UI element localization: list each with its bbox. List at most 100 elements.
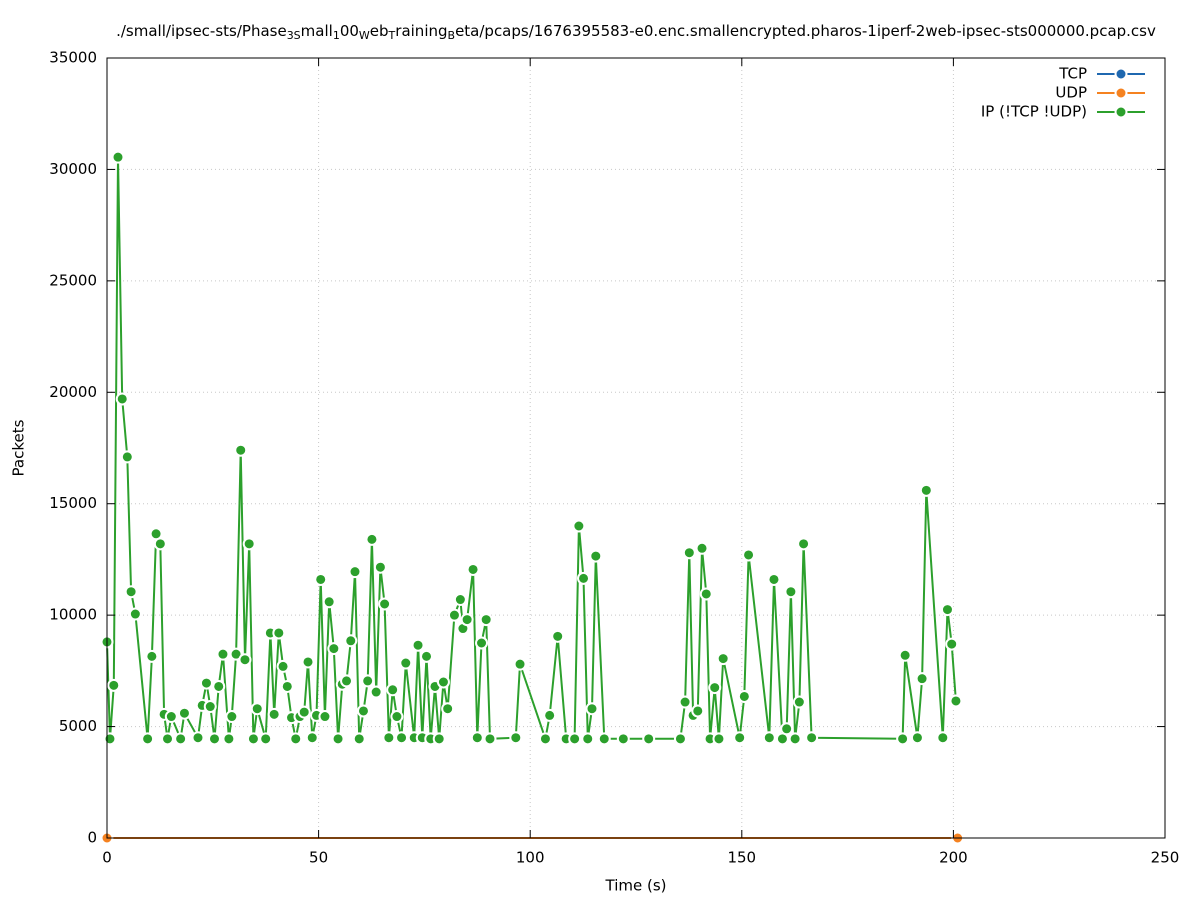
data-point (915, 672, 929, 686)
data-point (229, 647, 243, 661)
data-point (936, 731, 950, 745)
data-point (369, 685, 383, 699)
data-point (340, 674, 354, 688)
data-point (399, 656, 413, 670)
data-point (475, 636, 489, 650)
data-point (365, 532, 379, 546)
plot-area (100, 57, 1166, 845)
data-point (470, 731, 484, 745)
data-point (597, 732, 611, 746)
x-axis-label: Time (s) (605, 877, 667, 895)
legend-label: TCP (1058, 65, 1087, 83)
data-point (199, 676, 213, 690)
data-point (242, 537, 256, 551)
x-tick-label: 100 (516, 849, 545, 867)
data-point (460, 613, 474, 627)
legend-marker (1114, 86, 1128, 100)
data-point (919, 483, 933, 497)
data-point (344, 634, 358, 648)
data-point (673, 732, 687, 746)
data-point (896, 732, 910, 746)
data-point (238, 653, 252, 667)
data-point (161, 732, 175, 746)
data-point (164, 710, 178, 724)
data-point (716, 652, 730, 666)
data-point (382, 731, 396, 745)
data-point (348, 565, 362, 579)
data-point (107, 678, 121, 692)
y-tick-label: 25000 (49, 271, 97, 289)
legend-label: IP (!TCP !UDP) (981, 103, 1087, 121)
data-point (207, 732, 221, 746)
data-point (115, 392, 129, 406)
data-point (276, 659, 290, 673)
title-part: mall (301, 22, 333, 40)
data-point (453, 593, 467, 607)
y-tick-label: 20000 (49, 383, 97, 401)
data-point (447, 608, 461, 622)
y-tick-label: 35000 (49, 49, 97, 67)
data-point (577, 571, 591, 585)
data-point (267, 707, 281, 721)
data-point (103, 732, 117, 746)
data-point (788, 732, 802, 746)
data-point (327, 642, 341, 656)
data-point (222, 732, 236, 746)
data-point (699, 587, 713, 601)
data-point (289, 732, 303, 746)
legend-marker (1114, 67, 1128, 81)
data-point (898, 648, 912, 662)
title-part: 00 (340, 22, 359, 40)
data-point (792, 695, 806, 709)
data-point (322, 595, 336, 609)
data-point (212, 679, 226, 693)
data-point (331, 732, 345, 746)
data-point (945, 637, 959, 651)
data-point (940, 603, 954, 617)
data-point (797, 537, 811, 551)
data-point (352, 732, 366, 746)
data-point (436, 675, 450, 689)
title-part: eb (370, 22, 389, 40)
data-point (767, 572, 781, 586)
data-point (203, 700, 217, 714)
data-point (305, 731, 319, 745)
data-point (708, 681, 722, 695)
data-point (784, 585, 798, 599)
data-point (543, 708, 557, 722)
data-point (509, 731, 523, 745)
data-point (373, 560, 387, 574)
data-point (642, 732, 656, 746)
data-point (466, 562, 480, 576)
data-point (356, 704, 370, 718)
data-point (153, 537, 167, 551)
data-point (581, 732, 595, 746)
data-point (420, 649, 434, 663)
data-point (246, 732, 260, 746)
data-point (318, 710, 332, 724)
data-point (805, 731, 819, 745)
data-point (483, 732, 497, 746)
data-point (386, 683, 400, 697)
data-point (177, 706, 191, 720)
y-tick-label: 10000 (49, 606, 97, 624)
y-tick-label: 15000 (49, 494, 97, 512)
title-part: raining (395, 22, 447, 40)
x-tick-label: 250 (1151, 849, 1180, 867)
legend-label: UDP (1055, 84, 1087, 102)
data-point (616, 732, 630, 746)
data-point (695, 541, 709, 555)
data-point (390, 710, 404, 724)
data-point (141, 732, 155, 746)
data-point (589, 549, 603, 563)
data-point (234, 443, 248, 457)
data-point (572, 519, 586, 533)
y-tick-label: 30000 (49, 160, 97, 178)
data-point (585, 702, 599, 716)
data-point (737, 689, 751, 703)
data-point (780, 722, 794, 736)
data-point (910, 731, 924, 745)
data-point (120, 450, 134, 464)
data-point (682, 546, 696, 560)
data-point (128, 607, 142, 621)
